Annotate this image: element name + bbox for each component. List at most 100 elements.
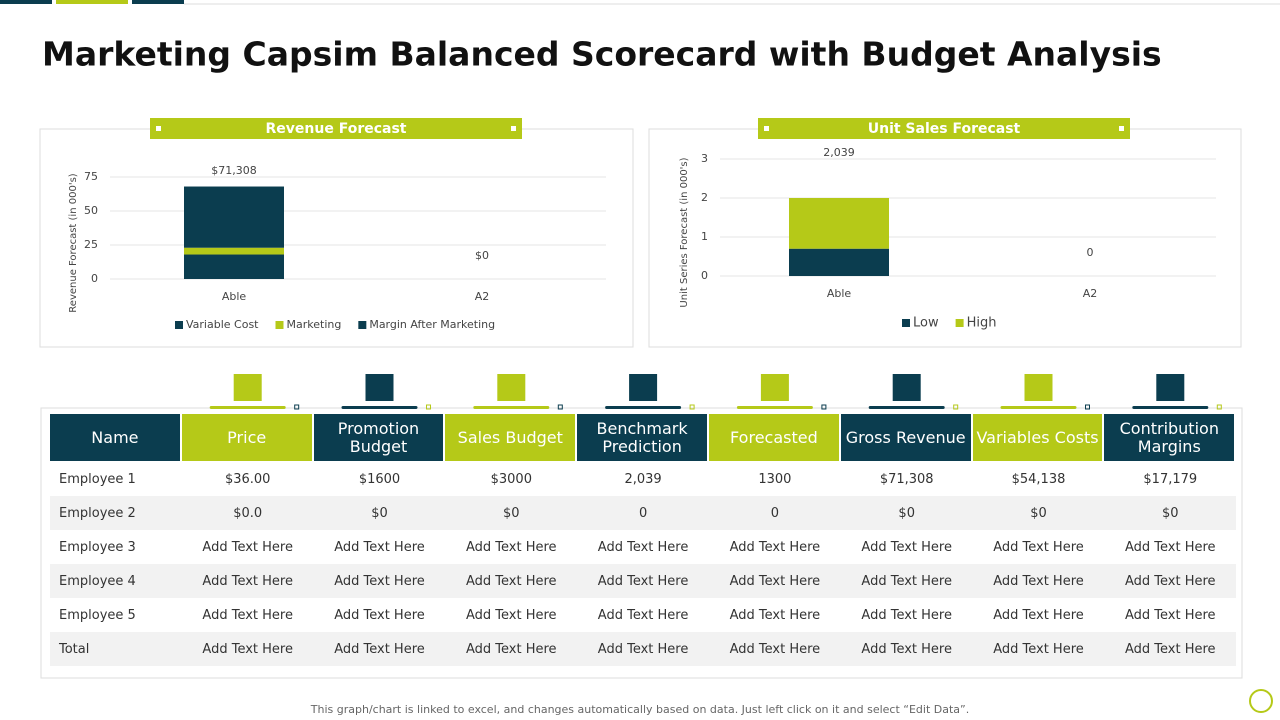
icon-dot xyxy=(294,404,300,410)
bar-segment xyxy=(184,186,284,248)
header-cell: Gross Revenue xyxy=(840,414,973,461)
legend-label: Low xyxy=(913,316,939,331)
data-label: $0 xyxy=(475,249,489,262)
deco xyxy=(56,0,128,4)
y-axis-label: Revenue Forecast (in 000's) xyxy=(68,173,79,312)
table-cell: 0 xyxy=(577,496,709,530)
table-cell: Add Text Here xyxy=(1104,632,1237,666)
y-axis-label: Unit Series Forecast (in 000's) xyxy=(679,157,690,307)
table-cell: Add Text Here xyxy=(1125,607,1216,623)
table-cell: Add Text Here xyxy=(597,539,689,555)
chart-title: Revenue Forecast xyxy=(266,121,407,137)
table-cell: $17,179 xyxy=(1143,471,1198,487)
table-cell: Add Text Here xyxy=(313,632,446,666)
table-cell: Add Text Here xyxy=(466,539,557,555)
header-cell: Forecasted xyxy=(709,414,841,461)
y-tick-label: 2 xyxy=(701,191,708,204)
header-cell: Name xyxy=(50,414,182,461)
header-cell: Promotion Budget xyxy=(313,414,446,461)
bar-segment xyxy=(184,247,284,255)
y-tick-label: 0 xyxy=(91,272,98,285)
icon xyxy=(892,374,921,401)
table-cell: Add Text Here xyxy=(993,607,1084,623)
legend-label: High xyxy=(967,316,997,331)
table-cell: Add Text Here xyxy=(202,607,293,623)
icon-dot xyxy=(426,404,431,410)
table-cell: Add Text Here xyxy=(861,539,952,555)
table-cell: $36.00 xyxy=(224,471,271,487)
chart-frame xyxy=(39,128,634,348)
legend-swatch xyxy=(358,321,367,329)
table-cell: Add Text Here xyxy=(972,564,1105,598)
table-cell: Add Text Here xyxy=(993,539,1084,555)
table-cell: Employee 5 xyxy=(59,607,136,623)
table-cell: Add Text Here xyxy=(1104,564,1237,598)
table-cell: 2,039 xyxy=(624,471,662,487)
legend-label: Variable Cost xyxy=(186,318,259,331)
legend-swatch xyxy=(902,319,910,327)
y-tick-label: 50 xyxy=(84,204,98,217)
chart-frame xyxy=(648,128,1242,348)
table-cell: Add Text Here xyxy=(334,607,425,623)
icon-dot xyxy=(953,404,959,410)
icon-dot xyxy=(1085,404,1090,410)
icon-bar xyxy=(1132,406,1209,409)
table-cell: $0 xyxy=(1104,496,1237,530)
table-cell: Add Text Here xyxy=(709,632,841,666)
header-cell: Contribution Margins xyxy=(1104,414,1237,461)
icon-dot xyxy=(821,404,827,410)
icon-bar xyxy=(341,406,418,409)
legend-swatch xyxy=(955,319,964,327)
legend-swatch xyxy=(275,321,284,329)
table-cell: Total xyxy=(50,632,182,666)
table-cell: Add Text Here xyxy=(313,564,446,598)
icon-dot xyxy=(689,404,695,410)
deco xyxy=(511,126,516,131)
table-cell: Add Text Here xyxy=(445,564,578,598)
table-cell: Add Text Here xyxy=(840,632,973,666)
table-cell: Add Text Here xyxy=(445,632,578,666)
x-tick-label: Able xyxy=(222,290,247,303)
table-cell: Add Text Here xyxy=(597,607,689,623)
data-label: $71,308 xyxy=(211,164,257,177)
legend-label: Margin After Marketing xyxy=(369,318,495,331)
icon xyxy=(1024,374,1053,401)
bar-segment xyxy=(789,248,889,276)
table-cell: $3000 xyxy=(490,471,532,487)
icon-bar xyxy=(473,406,550,409)
header-cell: Variables Costs xyxy=(972,414,1105,461)
table-cell: Add Text Here xyxy=(466,607,557,623)
header-cell: Sales Budget xyxy=(445,414,578,461)
icon xyxy=(1156,374,1185,401)
y-tick-label: 3 xyxy=(701,152,708,165)
icon xyxy=(497,374,526,401)
table-cell: $1600 xyxy=(358,471,401,487)
table-cell: Add Text Here xyxy=(334,539,425,555)
table-cell: Employee 1 xyxy=(59,471,136,487)
y-tick-label: 75 xyxy=(84,170,98,183)
table-cell: Add Text Here xyxy=(577,564,709,598)
table-cell: 0 xyxy=(709,496,841,530)
icon-bar xyxy=(605,406,682,409)
table-cell: $71,308 xyxy=(879,471,934,487)
table-cell: Add Text Here xyxy=(729,539,821,555)
x-tick-label: A2 xyxy=(475,290,490,303)
deco xyxy=(0,0,52,4)
x-tick-label: Able xyxy=(827,287,852,300)
bar-segment xyxy=(789,198,889,249)
legend-swatch xyxy=(175,321,183,329)
table-cell: 1300 xyxy=(758,471,792,487)
legend-label: Marketing xyxy=(287,318,342,331)
icon xyxy=(629,374,658,401)
table-cell: Add Text Here xyxy=(202,539,293,555)
table-cell: Add Text Here xyxy=(577,632,709,666)
chart-title: Unit Sales Forecast xyxy=(868,121,1021,137)
deco xyxy=(132,0,184,4)
icon-bar xyxy=(209,406,286,409)
table-cell: Add Text Here xyxy=(861,607,952,623)
chart-banner xyxy=(150,118,522,139)
table-cell: Add Text Here xyxy=(972,632,1105,666)
chart-banner xyxy=(758,118,1130,139)
